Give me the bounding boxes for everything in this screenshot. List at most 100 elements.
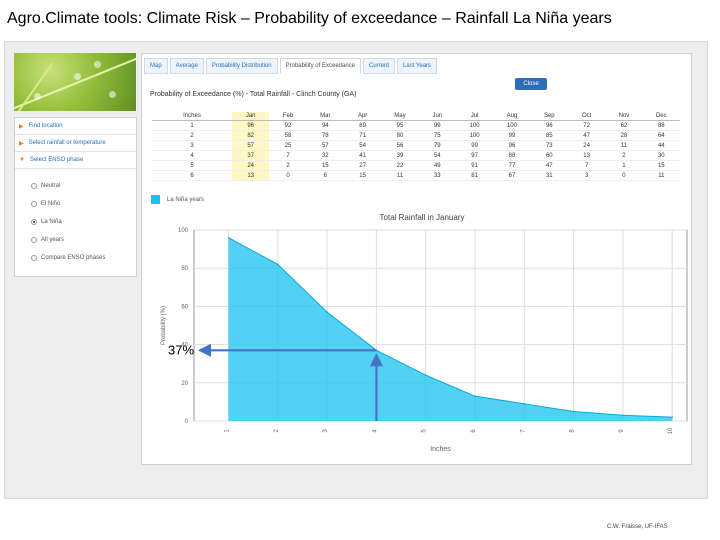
radio-button[interactable]: [31, 201, 37, 207]
radio-el-nino[interactable]: El Niño: [31, 195, 136, 213]
series-line: [228, 237, 673, 418]
table-row: 5 24 2 15 27 22 49 91 77 47 7 1 15: [152, 160, 680, 171]
x-tick-label: 9: [619, 429, 625, 433]
table-cell: 81: [455, 170, 494, 181]
table-cell-inches: 2: [152, 130, 232, 141]
x-tick-label: 7: [520, 429, 526, 433]
table-cell: 99: [418, 120, 456, 131]
radio-button[interactable]: [31, 237, 37, 243]
x-tick-label: 1: [225, 429, 231, 433]
legend-label: La Niña years: [167, 196, 205, 203]
tab-probability-distribution[interactable]: Probability Distribution: [205, 58, 278, 74]
radio-button[interactable]: [31, 255, 37, 261]
sidebar: ▶ Find location ▶ Select rainfall or tem…: [14, 117, 137, 277]
table-cell: 99: [493, 130, 531, 141]
radio-button[interactable]: [31, 183, 37, 189]
table-cell: 2: [605, 150, 643, 161]
y-tick-label: 100: [178, 228, 189, 234]
table-cell: 89: [343, 120, 382, 131]
table-cell: 71: [343, 130, 382, 141]
table-cell: 97: [455, 150, 494, 161]
table-cell: 24: [567, 140, 606, 151]
annotation-label: 37%: [168, 342, 194, 357]
y-axis-label: Probability (%): [161, 306, 167, 345]
table-cell: 7: [269, 150, 307, 161]
table-cell: 0: [269, 170, 307, 181]
enso-radio-group: Neutral El Niño La Niña All years Compar…: [15, 169, 136, 267]
radio-neutral[interactable]: Neutral: [31, 177, 136, 195]
table-cell-inches: 4: [152, 150, 232, 161]
radio-all-years[interactable]: All years: [31, 231, 136, 249]
tab-current[interactable]: Current: [363, 58, 396, 74]
col-header-inches: Inches: [152, 112, 232, 121]
table-cell: 31: [530, 170, 568, 181]
table-cell-inches: 3: [152, 140, 232, 151]
x-tick-label: 5: [422, 429, 428, 433]
data-point: [277, 263, 279, 266]
radio-label: El Niño: [41, 201, 61, 207]
radio-compare-enso[interactable]: Compare ENSO phases: [31, 249, 136, 267]
col-header-apr: Apr: [343, 112, 382, 121]
data-point: [474, 395, 476, 397]
table-cell: 54: [343, 140, 382, 151]
close-button[interactable]: Close: [515, 78, 547, 90]
table-cell-inches: 5: [152, 160, 232, 171]
table-cell: 67: [493, 170, 531, 181]
exceedance-chart: Total Rainfall in January 0 20 40 60 80 100 1 2 3…: [161, 213, 688, 453]
table-cell: 13: [567, 150, 606, 161]
col-header-feb: Feb: [269, 112, 307, 121]
sidebar-item-find-location[interactable]: ▶ Find location: [15, 118, 136, 135]
table-cell-inches: 6: [152, 170, 232, 181]
tab-probability-of-exceedance[interactable]: Probability of Exceedance: [279, 58, 361, 74]
table-cell: 100: [455, 120, 494, 131]
tab-last-years[interactable]: Last Years: [397, 58, 438, 74]
radio-button-selected[interactable]: [31, 219, 37, 225]
x-tick-label: 3: [323, 429, 329, 433]
table-cell: 56: [381, 140, 419, 151]
table-row: 4 37 7 32 41 39 54 97 88 60 13 2 30: [152, 150, 680, 161]
table-cell: 37: [232, 150, 270, 161]
col-header-aug: Aug: [493, 112, 531, 121]
data-point: [227, 236, 230, 239]
table-cell: 1: [605, 160, 643, 171]
table-cell: 15: [343, 170, 382, 181]
table-cell: 27: [343, 160, 382, 171]
data-point: [326, 311, 328, 313]
table-cell: 11: [605, 140, 643, 151]
table-cell: 79: [418, 140, 456, 151]
sidebar-item-label: Find location: [28, 123, 63, 129]
tab-average[interactable]: Average: [169, 58, 204, 74]
table-cell: 2: [269, 160, 307, 171]
table-cell: 57: [232, 140, 270, 151]
table-cell: 11: [642, 170, 680, 181]
sidebar-item-enso-phase[interactable]: ▼ Select ENSO phase: [15, 152, 136, 169]
table-cell: 77: [493, 160, 531, 171]
table-cell: 0: [605, 170, 643, 181]
table-row: 3 57 25 57 54 56 79 99 96 73 24 11 44: [152, 140, 680, 151]
col-header-mar: Mar: [306, 112, 344, 121]
table-cell: 41: [343, 150, 382, 161]
table-cell: 15: [306, 160, 344, 171]
table-cell: 96: [530, 120, 568, 131]
table-cell: 60: [530, 150, 568, 161]
table-cell: 96: [493, 140, 531, 151]
table-title: Probability of Exceedance (%) - Total Ra…: [150, 91, 357, 98]
y-tick-label: 0: [185, 419, 189, 425]
table-cell: 6: [306, 170, 344, 181]
table-cell: 47: [567, 130, 606, 141]
x-tick-label: 4: [372, 429, 378, 433]
tab-map[interactable]: Map: [144, 58, 168, 74]
table-cell: 25: [269, 140, 307, 151]
sidebar-item-rainfall-temperature[interactable]: ▶ Select rainfall or temperature: [15, 135, 136, 152]
y-tick-label: 80: [181, 266, 188, 272]
table-cell: 100: [455, 130, 494, 141]
col-header-nov: Nov: [605, 112, 643, 121]
data-point: [622, 414, 624, 417]
radio-la-nina[interactable]: La Niña: [31, 213, 136, 231]
caret-right-icon: ▶: [19, 140, 24, 147]
caret-down-icon: ▼: [19, 157, 25, 163]
table-cell: 100: [493, 120, 531, 131]
table-cell: 88: [642, 120, 680, 131]
col-header-jan: Jan: [232, 112, 270, 121]
col-header-jul: Jul: [455, 112, 494, 121]
